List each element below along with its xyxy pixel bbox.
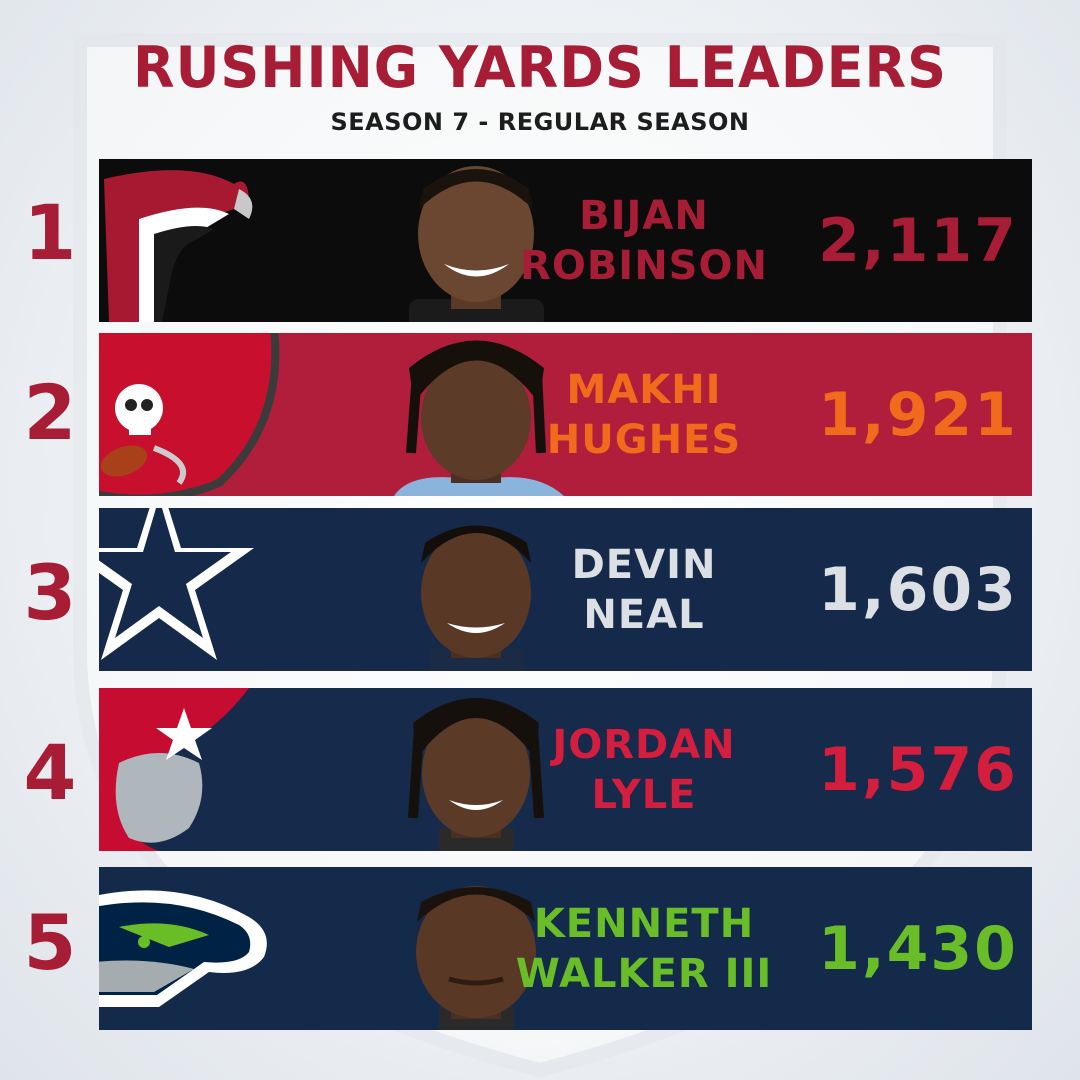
player-name: KENNETH WALKER III: [494, 867, 794, 1030]
player-photo: [394, 340, 564, 496]
player-first-name: BIJAN: [579, 192, 709, 239]
seahawks-logo-icon: [99, 890, 267, 1007]
rank-number: 2: [23, 368, 77, 457]
buccaneers-logo-icon: [99, 333, 280, 496]
rank-number: 3: [23, 548, 77, 637]
player-photo: [421, 525, 531, 671]
rank-number: 5: [23, 898, 77, 987]
rushing-yards: 2,117: [818, 205, 1018, 276]
player-last-name: WALKER III: [515, 950, 773, 997]
player-last-name: LYLE: [591, 771, 697, 818]
rank-number: 4: [23, 728, 77, 817]
rushing-yards: 1,921: [818, 379, 1018, 450]
player-first-name: DEVIN: [571, 541, 717, 588]
falcons-logo-icon: [104, 170, 253, 322]
cowboys-star-icon: [99, 508, 254, 660]
page-title: RUSHING YARDS LEADERS: [132, 34, 948, 101]
leader-row-1: BIJAN ROBINSON 2,117: [99, 159, 1032, 322]
leader-row-3: DEVIN NEAL 1,603: [99, 508, 1032, 671]
rushing-yards: 1,576: [818, 734, 1018, 805]
player-photo: [409, 166, 544, 322]
leader-row-2: MAKHI HUGHES 1,921: [99, 333, 1032, 496]
player-last-name: HUGHES: [546, 416, 742, 463]
leader-row-4: JORDAN LYLE 1,576: [99, 688, 1032, 851]
player-last-name: ROBINSON: [520, 242, 768, 289]
rushing-yards: 1,430: [818, 913, 1018, 984]
player-name: MAKHI HUGHES: [494, 333, 794, 496]
player-first-name: MAKHI: [566, 366, 722, 413]
player-first-name: JORDAN: [552, 721, 736, 768]
patriots-logo-icon: [99, 688, 249, 851]
player-photo: [408, 698, 544, 851]
player-name: DEVIN NEAL: [494, 508, 794, 671]
player-photo: [416, 886, 536, 1030]
player-first-name: KENNETH: [533, 900, 755, 947]
player-last-name: NEAL: [583, 591, 705, 638]
rushing-yards: 1,603: [818, 554, 1018, 625]
player-name: JORDAN LYLE: [494, 688, 794, 851]
leader-row-5: KENNETH WALKER III 1,430: [99, 867, 1032, 1030]
player-name: BIJAN ROBINSON: [494, 159, 794, 322]
rank-number: 1: [23, 188, 77, 277]
page-subtitle: SEASON 7 - REGULAR SEASON: [330, 108, 750, 136]
